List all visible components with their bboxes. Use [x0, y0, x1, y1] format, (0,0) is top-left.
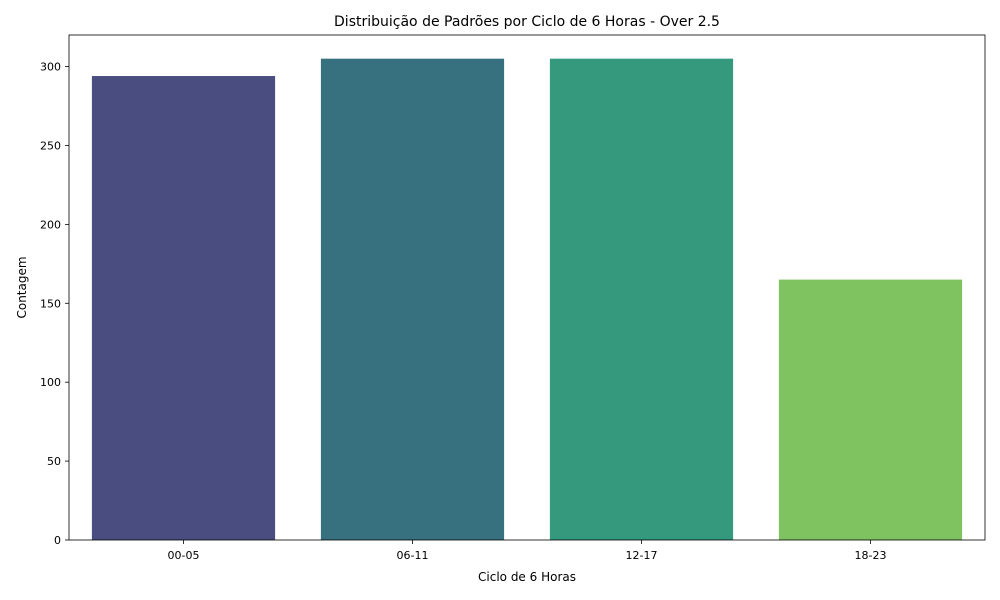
y-tick-label: 0 — [54, 534, 61, 547]
y-tick-label: 300 — [40, 61, 61, 74]
y-tick-label: 250 — [40, 139, 61, 152]
chart-title: Distribuição de Padrões por Ciclo de 6 H… — [334, 14, 720, 30]
x-axis-ticks: 00-05 06-11 12-17 18-23 — [168, 540, 887, 562]
bar-12-17 — [549, 58, 734, 541]
x-tick-label: 06-11 — [397, 549, 429, 562]
bar-06-11 — [320, 58, 505, 541]
plot-area-frame — [68, 34, 986, 541]
y-tick-label: 50 — [47, 455, 61, 468]
y-tick-label: 100 — [40, 376, 61, 389]
x-tick-label: 18-23 — [855, 549, 887, 562]
x-tick-label: 00-05 — [168, 549, 200, 562]
y-tick-label: 150 — [40, 297, 61, 310]
bar-00-05 — [91, 76, 276, 540]
bars-group — [91, 58, 963, 541]
x-tick-label: 12-17 — [626, 549, 658, 562]
y-axis-ticks: 0 50 100 150 200 250 300 — [40, 61, 69, 547]
bar-18-23 — [778, 279, 963, 540]
x-axis-label: Ciclo de 6 Horas — [478, 570, 576, 584]
y-axis-label: Contagem — [15, 256, 29, 318]
y-tick-label: 200 — [40, 218, 61, 231]
